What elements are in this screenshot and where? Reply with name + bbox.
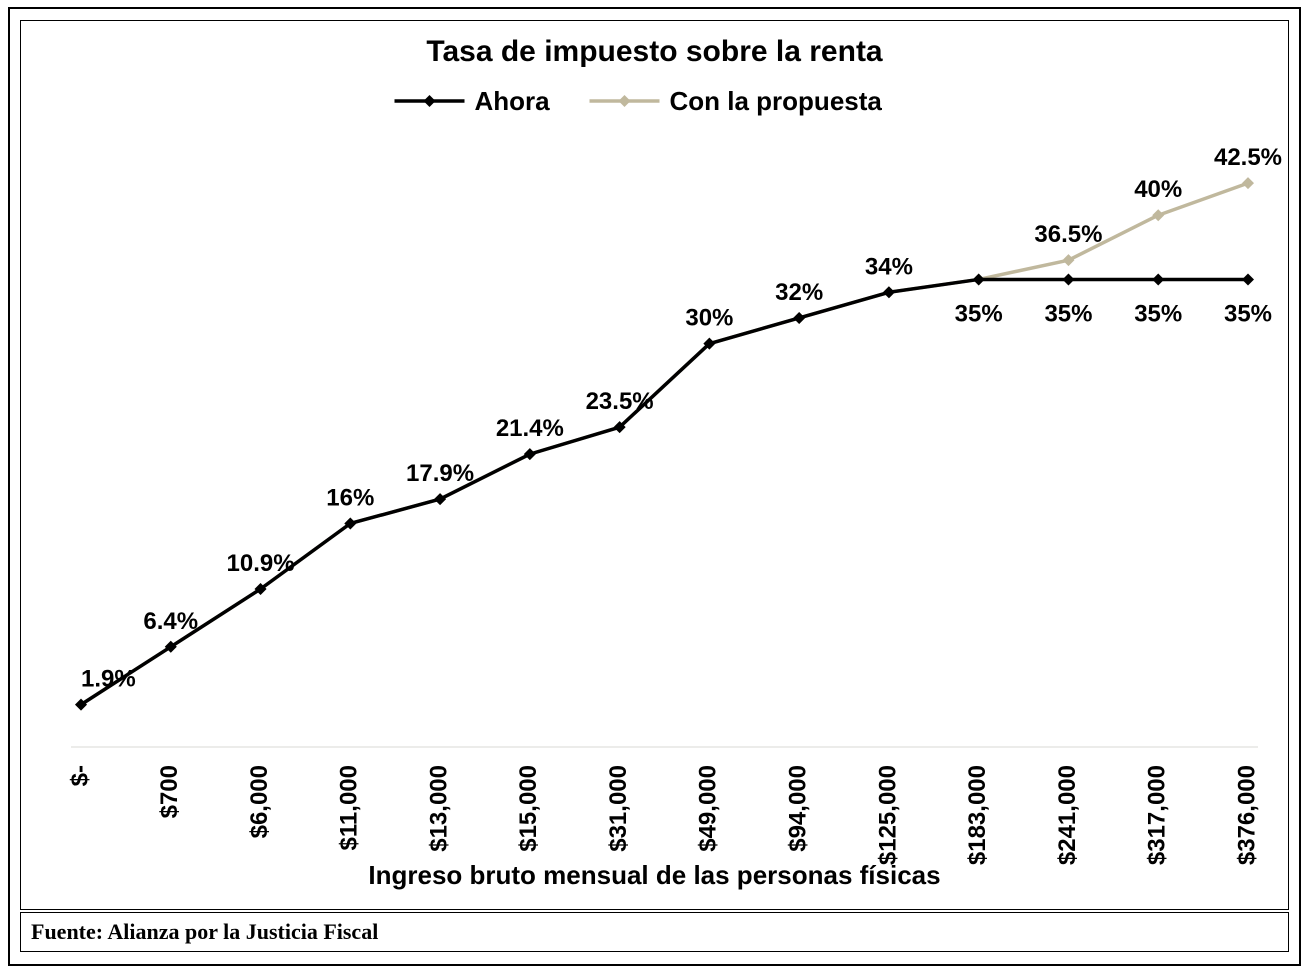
x-tick-label: $183,000: [964, 765, 991, 865]
data-label: 23.5%: [586, 388, 654, 415]
x-tick-label: $241,000: [1054, 765, 1081, 865]
x-tick: $241,000: [1054, 765, 1081, 865]
x-axis-title: Ingreso bruto mensual de las personas fí…: [368, 860, 940, 890]
data-label: 21.4%: [496, 415, 564, 442]
x-tick: $15,000: [515, 765, 542, 852]
chart-container: Tasa de impuesto sobre la renta Ahora Con …: [0, 0, 1309, 972]
data-label: 10.9%: [227, 550, 295, 577]
chart-cell: Tasa de impuesto sobre la renta Ahora Con …: [20, 20, 1289, 910]
data-label: 36.5%: [1034, 221, 1102, 248]
series-marker-ahora: [1062, 273, 1074, 285]
x-tick: $49,000: [695, 765, 722, 852]
x-tick-label: $15,000: [515, 765, 542, 852]
chart-title: Tasa de impuesto sobre la renta: [426, 35, 883, 68]
x-tick-label: $94,000: [784, 765, 811, 852]
series-marker-propuesta: [1242, 177, 1254, 189]
x-tick: $6,000: [246, 765, 273, 838]
legend: Ahora Con la propuesta: [395, 86, 883, 116]
data-label: 35%: [1224, 300, 1272, 327]
data-label: 35%: [1134, 300, 1182, 327]
data-label: 16%: [326, 484, 374, 511]
x-tick-label: $376,000: [1233, 765, 1260, 865]
x-tick: $-: [66, 765, 93, 786]
data-label: 40%: [1134, 176, 1182, 203]
series-marker-propuesta: [1062, 254, 1074, 266]
data-label: 35%: [955, 300, 1003, 327]
data-label: 1.9%: [81, 666, 136, 693]
series-marker-ahora: [434, 493, 446, 505]
legend-marker-icon: [619, 95, 631, 107]
legend-marker-icon: [424, 95, 436, 107]
x-tick-label: $6,000: [246, 765, 273, 838]
data-label: 42.5%: [1214, 144, 1282, 171]
series-line-ahora: [81, 279, 1248, 704]
x-tick-label: $49,000: [695, 765, 722, 852]
legend-label: Ahora: [475, 86, 551, 116]
x-tick-label: $13,000: [425, 765, 452, 852]
series-marker-ahora: [524, 448, 536, 460]
series-marker-propuesta: [1152, 209, 1164, 221]
x-tick: $183,000: [964, 765, 991, 865]
x-tick: $11,000: [336, 765, 363, 850]
series-marker-ahora: [1242, 273, 1254, 285]
data-label: 30%: [685, 305, 733, 332]
data-label: 35%: [1044, 300, 1092, 327]
source-row: Fuente: Alianza por la Justicia Fiscal: [20, 912, 1289, 952]
x-tick: $317,000: [1144, 765, 1171, 865]
x-tick: $700: [156, 765, 183, 818]
x-tick: $13,000: [425, 765, 452, 852]
series-marker-ahora: [793, 312, 805, 324]
x-tick-label: $-: [66, 765, 93, 786]
x-tick: $31,000: [605, 765, 632, 852]
x-tick-label: $31,000: [605, 765, 632, 852]
series-marker-ahora: [1152, 273, 1164, 285]
source-text: Fuente: Alianza por la Justicia Fiscal: [31, 919, 378, 945]
x-tick-label: $125,000: [874, 765, 901, 865]
x-tick-label: $700: [156, 765, 183, 818]
series-marker-ahora: [883, 286, 895, 298]
x-tick-label: $11,000: [336, 765, 363, 850]
series-marker-ahora: [973, 273, 985, 285]
data-label: 17.9%: [406, 460, 474, 487]
x-tick: $376,000: [1233, 765, 1260, 865]
data-label: 34%: [865, 253, 913, 280]
line-chart: Tasa de impuesto sobre la renta Ahora Con …: [21, 21, 1288, 909]
x-tick: $94,000: [784, 765, 811, 852]
data-label: 6.4%: [143, 608, 198, 635]
x-tick: $125,000: [874, 765, 901, 865]
x-tick-label: $317,000: [1144, 765, 1171, 865]
data-label: 32%: [775, 279, 823, 306]
legend-label: Con la propuesta: [670, 86, 883, 116]
